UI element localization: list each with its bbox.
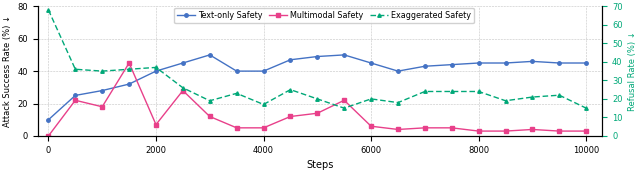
Multimodal Safety	[448, 127, 456, 129]
Multimodal Safety	[367, 125, 375, 127]
Text-only Safety	[394, 70, 402, 72]
Text-only Safety	[556, 62, 563, 64]
Exaggerated Safety	[314, 98, 321, 100]
Exaggerated Safety	[233, 92, 241, 94]
Text-only Safety	[99, 89, 106, 92]
Text-only Safety	[529, 60, 536, 62]
Text-only Safety	[448, 64, 456, 66]
Multimodal Safety	[152, 124, 160, 126]
Multimodal Safety	[179, 89, 187, 92]
Exaggerated Safety	[475, 90, 483, 93]
X-axis label: Steps: Steps	[307, 160, 333, 170]
Multimodal Safety	[475, 130, 483, 132]
Multimodal Safety	[125, 62, 133, 64]
Text-only Safety	[206, 54, 214, 56]
Text-only Safety	[340, 54, 348, 56]
Multimodal Safety	[233, 127, 241, 129]
Multimodal Safety	[45, 135, 52, 137]
Text-only Safety	[45, 119, 52, 121]
Multimodal Safety	[206, 115, 214, 117]
Exaggerated Safety	[502, 100, 509, 102]
Exaggerated Safety	[367, 98, 375, 100]
Exaggerated Safety	[448, 90, 456, 93]
Exaggerated Safety	[529, 96, 536, 98]
Exaggerated Safety	[206, 100, 214, 102]
Exaggerated Safety	[99, 70, 106, 72]
Multimodal Safety	[340, 99, 348, 101]
Multimodal Safety	[394, 128, 402, 130]
Text-only Safety	[582, 62, 590, 64]
Line: Multimodal Safety: Multimodal Safety	[47, 61, 588, 138]
Multimodal Safety	[556, 130, 563, 132]
Text-only Safety	[367, 62, 375, 64]
Legend: Text-only Safety, Multimodal Safety, Exaggerated Safety: Text-only Safety, Multimodal Safety, Exa…	[174, 8, 474, 23]
Exaggerated Safety	[72, 68, 79, 70]
Y-axis label: Refusal Rate (%) ↓: Refusal Rate (%) ↓	[628, 31, 637, 111]
Multimodal Safety	[260, 127, 268, 129]
Line: Exaggerated Safety: Exaggerated Safety	[47, 8, 588, 110]
Exaggerated Safety	[394, 102, 402, 104]
Text-only Safety	[502, 62, 509, 64]
Text-only Safety	[287, 59, 294, 61]
Multimodal Safety	[314, 112, 321, 114]
Y-axis label: Attack Success Rate (%) ↓: Attack Success Rate (%) ↓	[3, 15, 12, 127]
Text-only Safety	[152, 70, 160, 72]
Text-only Safety	[72, 94, 79, 97]
Text-only Safety	[421, 65, 429, 67]
Exaggerated Safety	[45, 9, 52, 11]
Multimodal Safety	[287, 115, 294, 117]
Line: Text-only Safety: Text-only Safety	[47, 53, 588, 121]
Exaggerated Safety	[421, 90, 429, 93]
Exaggerated Safety	[556, 94, 563, 96]
Text-only Safety	[260, 70, 268, 72]
Exaggerated Safety	[582, 107, 590, 109]
Text-only Safety	[233, 70, 241, 72]
Exaggerated Safety	[260, 103, 268, 106]
Multimodal Safety	[502, 130, 509, 132]
Multimodal Safety	[529, 128, 536, 130]
Multimodal Safety	[582, 130, 590, 132]
Exaggerated Safety	[152, 66, 160, 69]
Text-only Safety	[179, 62, 187, 64]
Multimodal Safety	[72, 99, 79, 101]
Text-only Safety	[125, 83, 133, 85]
Exaggerated Safety	[179, 87, 187, 89]
Text-only Safety	[475, 62, 483, 64]
Exaggerated Safety	[287, 89, 294, 91]
Exaggerated Safety	[125, 68, 133, 70]
Text-only Safety	[314, 56, 321, 58]
Multimodal Safety	[421, 127, 429, 129]
Multimodal Safety	[99, 106, 106, 108]
Exaggerated Safety	[340, 107, 348, 109]
